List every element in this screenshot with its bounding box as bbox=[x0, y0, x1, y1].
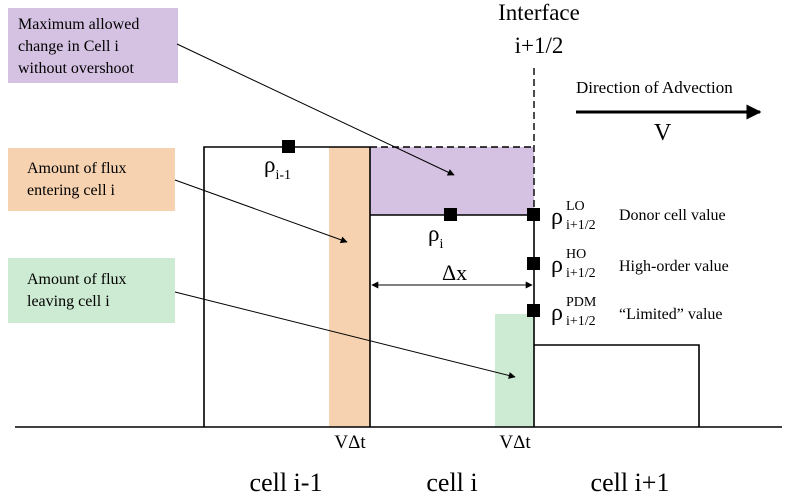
rho-pdm-marker bbox=[527, 304, 540, 317]
dx-label: Δx bbox=[442, 260, 467, 285]
direction-label: Direction of Advection bbox=[576, 78, 733, 97]
svg-text:LO: LO bbox=[566, 199, 585, 214]
rho-i-marker bbox=[444, 208, 457, 221]
green-annotation-box bbox=[8, 258, 175, 323]
rho-i-minus-1-label: ρi-1 bbox=[264, 152, 291, 183]
svg-text:ρ: ρ bbox=[551, 252, 563, 278]
rho-ho-marker bbox=[527, 257, 540, 270]
cell-i-plus-1-outline bbox=[534, 344, 700, 427]
svg-text:PDM: PDM bbox=[566, 295, 597, 310]
svg-text:i+1/2: i+1/2 bbox=[566, 218, 596, 233]
rho-pdm-label: ρ PDM i+1/2 “Limited” value bbox=[551, 295, 723, 329]
max-change-region bbox=[370, 147, 534, 215]
rho-i-minus-1-marker bbox=[282, 140, 295, 153]
flux-entering-bar bbox=[329, 147, 370, 427]
orange-annotation-text: Amount of flux entering cell i bbox=[27, 160, 131, 199]
velocity-symbol: V bbox=[654, 120, 672, 146]
interface-index: i+1/2 bbox=[515, 33, 564, 58]
green-pointer-arrow bbox=[174, 291, 516, 379]
flux-leaving-bar bbox=[495, 314, 534, 427]
rho-lo-label: ρ LO i+1/2 Donor cell value bbox=[551, 199, 726, 233]
cell-i-minus-1-outline bbox=[203, 146, 370, 427]
purple-annotation-text: Maximum allowed change in Cell i without… bbox=[18, 16, 143, 77]
vdt-left-label: VΔt bbox=[334, 432, 366, 453]
svg-text:HO: HO bbox=[566, 247, 586, 262]
svg-text:i+1/2: i+1/2 bbox=[566, 314, 596, 329]
high-order-desc: High-order value bbox=[619, 258, 729, 275]
svg-text:ρ: ρ bbox=[551, 204, 563, 230]
interface-title: Interface bbox=[498, 0, 580, 25]
orange-pointer-arrow bbox=[174, 179, 348, 244]
orange-annotation-box bbox=[8, 148, 175, 211]
donor-cell-desc: Donor cell value bbox=[619, 207, 726, 224]
cell-mid-label: cell i bbox=[426, 468, 477, 497]
purple-pointer-arrow bbox=[176, 43, 455, 176]
limited-desc: “Limited” value bbox=[619, 306, 723, 323]
purple-annotation-box bbox=[8, 8, 178, 83]
green-annotation-text: Amount of flux leaving cell i bbox=[27, 271, 131, 310]
rho-lo-marker bbox=[527, 208, 540, 221]
rho-ho-label: ρ HO i+1/2 High-order value bbox=[551, 247, 729, 281]
cell-left-label: cell i-1 bbox=[250, 468, 323, 497]
cell-right-label: cell i+1 bbox=[591, 468, 670, 497]
vdt-right-label: VΔt bbox=[499, 432, 531, 453]
svg-text:i+1/2: i+1/2 bbox=[566, 266, 596, 281]
rho-i-label: ρi bbox=[428, 221, 443, 252]
svg-text:ρ: ρ bbox=[551, 300, 563, 326]
